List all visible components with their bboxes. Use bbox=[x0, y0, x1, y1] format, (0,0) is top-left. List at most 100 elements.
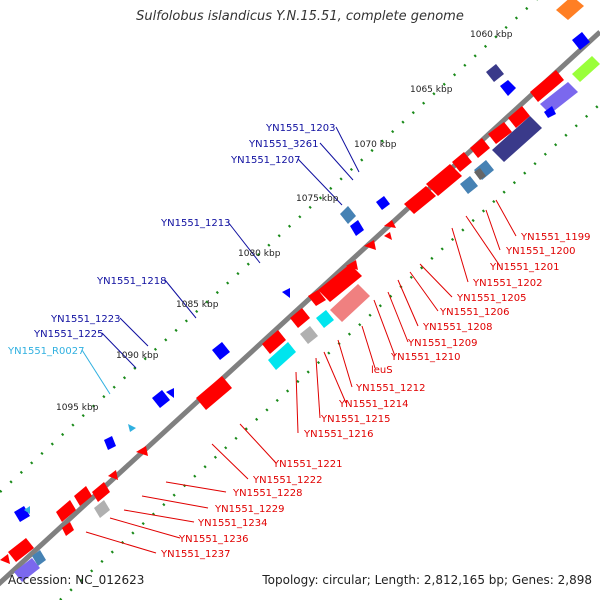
feature-navy[interactable] bbox=[486, 64, 504, 82]
gene-label[interactable]: YN1551_1206 bbox=[439, 307, 510, 318]
gene-label[interactable]: YN1551_1205 bbox=[456, 293, 527, 304]
gene-label[interactable]: YN1551_1212 bbox=[355, 383, 426, 394]
feature-cyan[interactable] bbox=[24, 506, 30, 514]
scale-label: 1095 kbp bbox=[56, 403, 99, 413]
scale-label: 1085 kbp bbox=[176, 300, 219, 310]
gene-label[interactable]: YN1551_1203 bbox=[265, 123, 336, 134]
feature-red[interactable] bbox=[108, 470, 118, 480]
scale-label: 1075 kbp bbox=[296, 194, 339, 204]
tick-row-outer bbox=[0, 0, 538, 493]
feature-cyan[interactable] bbox=[316, 310, 334, 328]
gene-label[interactable]: YN1551_1225 bbox=[33, 329, 104, 340]
feature-purple[interactable] bbox=[14, 558, 40, 582]
gene-label[interactable]: leuS bbox=[371, 365, 393, 376]
feature-red[interactable] bbox=[346, 260, 358, 270]
red-gene-labels: YN1551_1199 YN1551_1200 YN1551_1201 YN15… bbox=[160, 232, 591, 560]
gene-label[interactable]: YN1551_1218 bbox=[96, 276, 167, 287]
gene-label[interactable]: YN1551_1229 bbox=[214, 504, 285, 515]
feature-red[interactable] bbox=[0, 554, 10, 564]
red-leader-lines bbox=[85, 199, 517, 554]
feature-red[interactable] bbox=[470, 138, 490, 158]
gene-label[interactable]: YN1551_1236 bbox=[178, 534, 249, 545]
scale-label: 1060 kbp bbox=[470, 30, 513, 40]
feature-red[interactable] bbox=[452, 152, 472, 172]
feature-salmon[interactable] bbox=[330, 284, 370, 322]
map-title: Sulfolobus islandicus Y.N.15.51, complet… bbox=[136, 9, 464, 24]
feature-orange[interactable] bbox=[556, 0, 584, 20]
gene-label[interactable]: YN1551_1208 bbox=[422, 322, 493, 333]
gene-label[interactable]: YN1551_1200 bbox=[505, 246, 576, 257]
feature-red[interactable] bbox=[8, 538, 34, 562]
scale-label: 1070 kbp bbox=[354, 140, 397, 150]
feature-grey[interactable] bbox=[94, 500, 110, 518]
gene-label[interactable]: YN1551_1209 bbox=[407, 338, 478, 349]
feature-blue[interactable] bbox=[282, 288, 290, 298]
feature-steel[interactable] bbox=[340, 206, 356, 224]
red-strand-features bbox=[0, 56, 600, 582]
gene-label[interactable]: YN1551_1216 bbox=[303, 429, 374, 440]
feature-blue[interactable] bbox=[104, 436, 116, 450]
scale-label: 1090 kbp bbox=[116, 351, 159, 361]
feature-red[interactable] bbox=[318, 264, 362, 302]
gene-label[interactable]: YN1551_1221 bbox=[272, 459, 343, 470]
feature-grey[interactable] bbox=[300, 326, 318, 344]
scale-labels: 1060 kbp 1065 kbp 1070 kbp 1075 kbp 1080… bbox=[56, 30, 513, 413]
gene-label[interactable]: YN1551_1223 bbox=[50, 314, 121, 325]
gene-label[interactable]: YN1551_1215 bbox=[320, 414, 391, 425]
feature-red[interactable] bbox=[290, 308, 310, 328]
feature-red[interactable] bbox=[262, 330, 286, 354]
feature-cyan[interactable] bbox=[128, 424, 136, 432]
feature-steel[interactable] bbox=[32, 550, 46, 566]
feature-red[interactable] bbox=[364, 240, 376, 250]
feature-red[interactable] bbox=[308, 290, 326, 306]
gene-label-rna[interactable]: YN1551_R0027 bbox=[7, 346, 84, 357]
feature-red[interactable] bbox=[92, 482, 110, 502]
gene-label[interactable]: YN1551_1199 bbox=[520, 232, 591, 243]
feature-red[interactable] bbox=[426, 164, 462, 196]
gene-label[interactable]: YN1551_3261 bbox=[248, 139, 319, 150]
feature-grey[interactable] bbox=[474, 168, 486, 180]
feature-navy[interactable] bbox=[492, 116, 542, 162]
feature-blue[interactable] bbox=[152, 390, 170, 408]
feature-steel[interactable] bbox=[460, 176, 478, 194]
gene-label[interactable]: YN1551_1234 bbox=[197, 518, 268, 529]
gene-label[interactable]: YN1551_1210 bbox=[390, 352, 461, 363]
feature-red[interactable] bbox=[530, 70, 564, 102]
feature-purple[interactable] bbox=[540, 82, 578, 114]
feature-red[interactable] bbox=[56, 500, 76, 522]
feature-red[interactable] bbox=[384, 232, 392, 240]
feature-blue[interactable] bbox=[500, 80, 516, 96]
gene-label[interactable]: YN1551_1201 bbox=[489, 262, 560, 273]
feature-red[interactable] bbox=[508, 106, 530, 128]
genome-summary-text: Topology: circular; Length: 2,812,165 bp… bbox=[262, 573, 592, 587]
feature-red[interactable] bbox=[74, 486, 92, 506]
feature-blue[interactable] bbox=[212, 342, 230, 360]
gene-label[interactable]: YN1551_1207 bbox=[230, 155, 301, 166]
feature-blue[interactable] bbox=[572, 32, 590, 50]
feature-blue[interactable] bbox=[350, 220, 364, 236]
gene-label[interactable]: YN1551_1237 bbox=[160, 549, 231, 560]
feature-blue[interactable] bbox=[166, 388, 174, 398]
feature-red[interactable] bbox=[62, 522, 74, 536]
feature-red[interactable] bbox=[404, 186, 436, 214]
feature-red[interactable] bbox=[488, 122, 512, 144]
cyan-leader-line bbox=[81, 349, 111, 395]
feature-red[interactable] bbox=[384, 220, 396, 228]
gene-label[interactable]: YN1551_1228 bbox=[232, 488, 303, 499]
feature-red[interactable] bbox=[196, 376, 232, 410]
feature-blue[interactable] bbox=[376, 196, 390, 210]
gene-label[interactable]: YN1551_1202 bbox=[472, 278, 543, 289]
blue-strand-features bbox=[14, 0, 590, 522]
gene-label[interactable]: YN1551_1214 bbox=[338, 399, 409, 410]
feature-cyan[interactable] bbox=[268, 342, 296, 370]
accession-text: Accession: NC_012623 bbox=[8, 573, 145, 587]
blue-gene-labels: YN1551_1203 YN1551_3261 YN1551_1207 YN15… bbox=[33, 123, 336, 340]
gene-label[interactable]: YN1551_1213 bbox=[160, 218, 231, 229]
feature-blue[interactable] bbox=[544, 106, 556, 118]
feature-red[interactable] bbox=[136, 446, 148, 456]
genome-backbone bbox=[0, 30, 600, 587]
gene-label[interactable]: YN1551_1222 bbox=[252, 475, 323, 486]
feature-lime[interactable] bbox=[572, 56, 600, 82]
